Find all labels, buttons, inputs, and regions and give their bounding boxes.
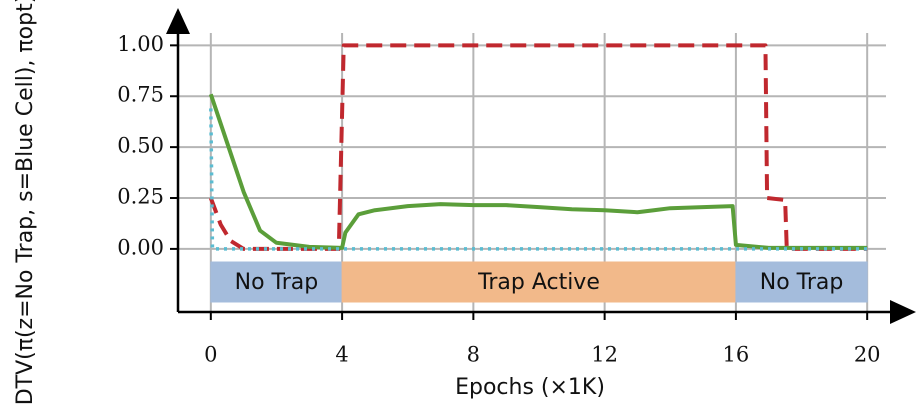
y-tick-label: 0.50 bbox=[117, 134, 164, 158]
series-line bbox=[208, 43, 868, 251]
y-tick-label: 0.25 bbox=[117, 185, 164, 209]
series-line bbox=[209, 108, 868, 251]
y-tick-label: 0.00 bbox=[117, 235, 164, 259]
x-tick-label: 12 bbox=[591, 343, 618, 367]
phase-band bbox=[735, 261, 868, 303]
x-axis-arrow bbox=[890, 300, 916, 324]
phase-band bbox=[341, 261, 737, 303]
phase-band bbox=[210, 261, 343, 303]
x-tick-label: 4 bbox=[335, 343, 348, 367]
series-line bbox=[208, 93, 868, 250]
x-tick-label: 16 bbox=[723, 343, 750, 367]
x-tick-label: 20 bbox=[854, 343, 881, 367]
y-axis-arrow bbox=[166, 8, 190, 34]
phase-label: Trap Active bbox=[477, 270, 600, 295]
y-tick-label: 0.75 bbox=[117, 83, 164, 107]
x-tick-label: 8 bbox=[467, 343, 480, 367]
y-axis-label: DTV(π(z=No Trap, s=Blue Cell), πopt) bbox=[13, 0, 38, 405]
x-tick-label: 0 bbox=[204, 343, 217, 367]
y-tick-label: 1.00 bbox=[117, 32, 164, 56]
phase-label: No Trap bbox=[760, 270, 844, 295]
x-axis-label: Epochs (×1K) bbox=[455, 375, 605, 400]
phase-label: No Trap bbox=[235, 270, 319, 295]
